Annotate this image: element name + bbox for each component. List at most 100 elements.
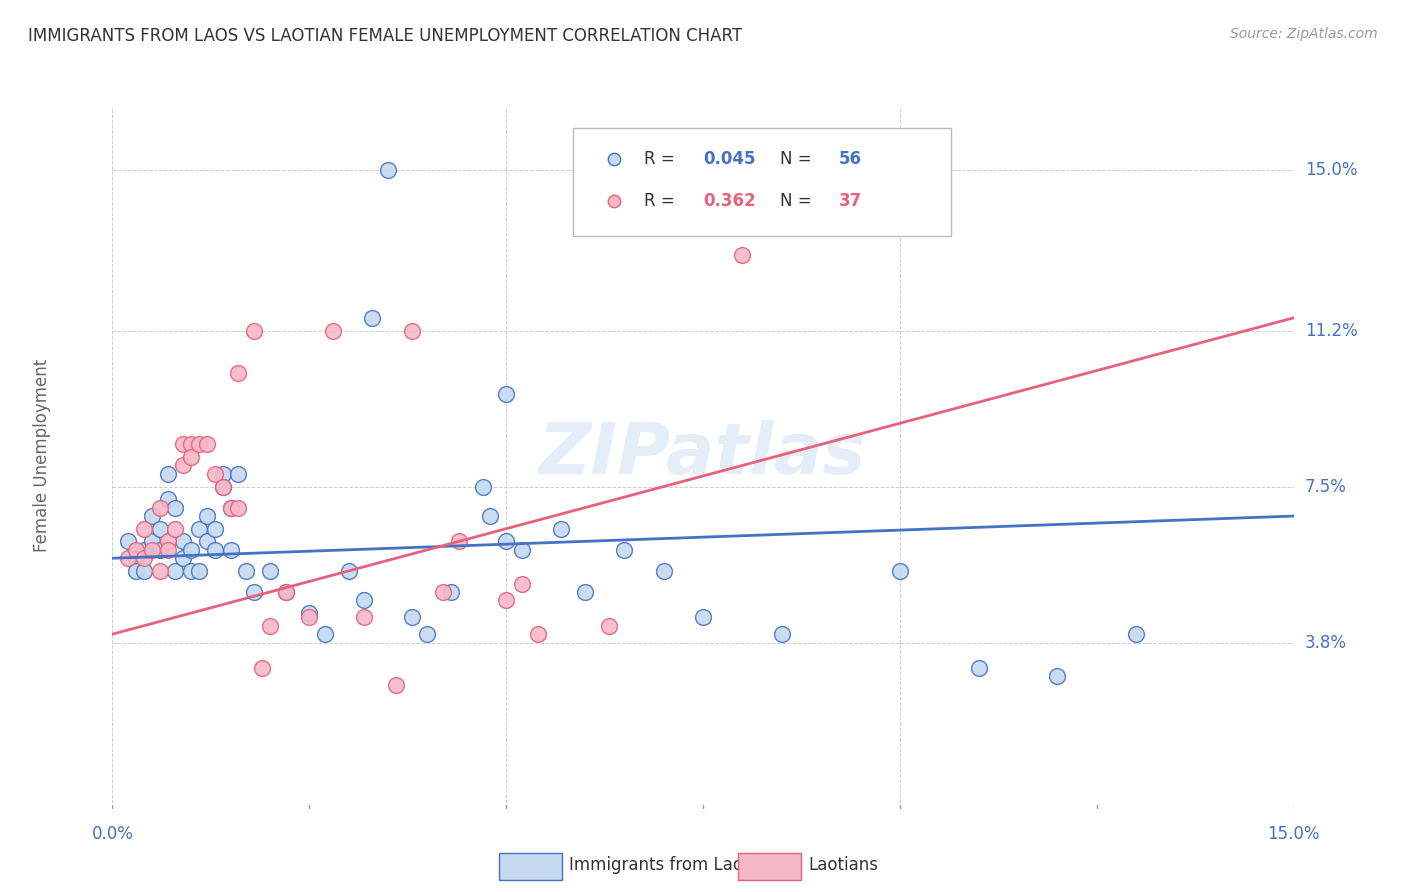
Point [432,585,454,599]
Point [526,627,548,641]
Point [1046,669,1069,683]
Point [188,564,211,578]
Point [259,618,281,632]
Point [337,564,360,578]
Point [495,593,517,607]
Point [298,606,321,620]
Text: R =: R = [644,192,681,210]
Point [1125,627,1147,641]
Text: 0.045: 0.045 [703,150,755,169]
Point [353,593,375,607]
Text: 15.0%: 15.0% [1305,161,1357,179]
Point [228,500,250,515]
Point [204,542,226,557]
Point [401,610,423,624]
Point [156,492,179,507]
Point [195,509,218,524]
Point [117,551,139,566]
Point [228,467,250,481]
Point [550,522,572,536]
Point [479,509,502,524]
Point [180,437,202,451]
Point [180,542,202,557]
Text: 7.5%: 7.5% [1305,477,1347,496]
Text: ZIPatlas: ZIPatlas [540,420,866,490]
Point [149,522,172,536]
Point [132,564,155,578]
Point [141,542,163,557]
Point [235,564,257,578]
Text: IMMIGRANTS FROM LAOS VS LAOTIAN FEMALE UNEMPLOYMENT CORRELATION CHART: IMMIGRANTS FROM LAOS VS LAOTIAN FEMALE U… [28,27,742,45]
Point [172,458,194,473]
Point [211,479,233,493]
Point [243,324,266,338]
Text: 0.362: 0.362 [703,192,755,210]
Point [598,618,620,632]
Point [132,542,155,557]
Point [322,324,344,338]
Point [188,522,211,536]
Point [165,564,187,578]
Point [125,564,148,578]
Point [447,534,470,549]
Point [172,534,194,549]
Point [172,551,194,566]
Point [195,534,218,549]
Text: N =: N = [780,150,817,169]
Point [385,678,408,692]
FancyBboxPatch shape [574,128,950,235]
Point [613,542,636,557]
Point [495,534,517,549]
Text: Laotians: Laotians [808,856,879,874]
Point [361,310,384,325]
Point [314,627,336,641]
Point [172,437,194,451]
Point [510,576,533,591]
Point [211,479,233,493]
Point [377,163,399,178]
Point [416,627,439,641]
Text: R =: R = [644,150,681,169]
Point [180,450,202,464]
Point [298,610,321,624]
Point [132,522,155,536]
Point [188,437,211,451]
Point [219,500,242,515]
Point [149,542,172,557]
Point [250,661,273,675]
Text: 0.0%: 0.0% [91,825,134,843]
Point [117,534,139,549]
Point [353,610,375,624]
Point [274,585,297,599]
Point [692,610,714,624]
Point [259,564,281,578]
Point [574,585,596,599]
Point [495,386,517,401]
Text: N =: N = [780,192,817,210]
Text: 11.2%: 11.2% [1305,321,1357,340]
Text: 3.8%: 3.8% [1305,633,1347,651]
Text: 37: 37 [839,192,862,210]
Point [770,627,793,641]
Point [156,534,179,549]
Text: Immigrants from Laos: Immigrants from Laos [569,856,752,874]
Point [243,585,266,599]
Point [274,585,297,599]
Point [141,534,163,549]
Point [149,564,172,578]
Point [219,542,242,557]
Point [471,479,494,493]
Point [165,522,187,536]
Point [204,522,226,536]
Point [204,467,226,481]
Point [440,585,463,599]
Point [132,551,155,566]
Point [156,467,179,481]
Text: 15.0%: 15.0% [1267,825,1320,843]
Point [731,247,754,261]
Point [125,542,148,557]
Point [219,500,242,515]
Point [967,661,990,675]
Point [180,564,202,578]
Point [401,324,423,338]
